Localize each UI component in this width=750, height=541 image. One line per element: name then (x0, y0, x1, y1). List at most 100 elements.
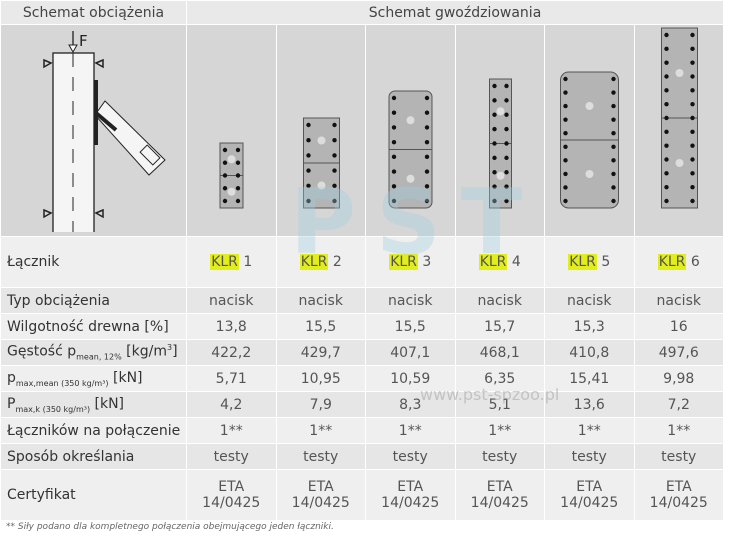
bolt-hole (406, 174, 415, 183)
label-count: Łączników na połączenie (0, 417, 187, 444)
cert-line: 14/0425 (381, 495, 440, 511)
label-load: Typ obciążenia (0, 287, 187, 314)
nail-hole (391, 110, 397, 115)
cert-line: ETA (397, 479, 424, 495)
plate-klr5 (544, 24, 635, 237)
nail-hole (663, 32, 669, 38)
nail-hole (663, 46, 669, 52)
nail-hole (305, 122, 311, 128)
bolt-hole (675, 69, 683, 77)
nail-hole (503, 198, 509, 204)
nail-hole (689, 101, 695, 107)
row-method: Sposób określania testy testy testy testy tes… (0, 443, 725, 470)
nail-hole (305, 168, 311, 173)
nail-hole (331, 153, 337, 158)
nail-hole (663, 198, 669, 204)
cell-density: 429,7 (275, 339, 366, 366)
bolt-hole (675, 159, 683, 167)
cert-line: ETA (218, 479, 245, 495)
label-cert: Certyfikat (0, 469, 187, 521)
cert-line: ETA (576, 479, 603, 495)
cell-pmean: 15,41 (544, 365, 635, 392)
cell-method: testy (365, 443, 456, 470)
row-count: Łączników na połączenie 1** 1** 1** 1** 1** 1*… (0, 417, 725, 444)
cell-method: testy (633, 443, 725, 470)
plate-klr3 (365, 24, 456, 237)
nail-hole (689, 129, 695, 135)
bolt-hole (317, 181, 325, 190)
nail-hole (689, 88, 695, 93)
nail-hole (424, 169, 430, 174)
nail-hole (663, 184, 669, 190)
nail-hole (689, 198, 695, 204)
row-moisture: Wilgotność drewna [%] 13,8 15,5 15,5 15,7 15,… (0, 313, 725, 340)
bolt-hole (406, 116, 415, 125)
cell-moisture: 15,7 (454, 313, 545, 340)
nail-hole (503, 184, 509, 189)
nail-hole (563, 185, 568, 190)
nail-hole (331, 168, 337, 173)
nail-hole (663, 88, 669, 93)
load-scheme-diagram: F (0, 24, 187, 237)
nail-hole (391, 169, 397, 174)
nail-hole (235, 147, 241, 153)
cell-method: testy (544, 443, 635, 470)
cell-cert: ETA 14/0425 (275, 469, 366, 521)
nail-hole (663, 74, 669, 79)
bolt-hole (227, 155, 236, 164)
bolt-hole (496, 107, 504, 116)
plate-klr2 (275, 24, 366, 237)
cell-load: nacisk (633, 287, 725, 314)
plate-klr4 (454, 24, 545, 237)
nail-hole (424, 125, 430, 130)
cert-line: 14/0425 (470, 495, 529, 511)
nail-hole (689, 74, 695, 79)
nail-hole (689, 184, 695, 190)
connector-name: KLR 1 (186, 236, 277, 288)
nail-hole (491, 83, 497, 89)
connector-name: KLR 4 (454, 236, 545, 288)
cell-count: 1** (633, 417, 725, 444)
bolt-hole (585, 102, 594, 110)
row-pk: Pmax,k (350 kg/m³) [kN] 4,2 7,9 8,3 5,1 13,6 7… (0, 391, 725, 418)
cell-moisture: 15,3 (544, 313, 635, 340)
nail-hole (491, 98, 497, 103)
bolt-hole (227, 187, 236, 196)
nail-hole (391, 154, 397, 160)
nail-hole (391, 184, 397, 189)
cell-pk: 5,1 (454, 391, 545, 418)
cert-line: ETA (486, 479, 513, 495)
nail-hole (563, 144, 568, 149)
cert-line: 14/0425 (560, 495, 619, 511)
cell-moisture: 16 (633, 313, 725, 340)
row-pmean: pmax,mean (350 kg/m³) [kN] 5,71 10,95 10,59… (0, 365, 725, 392)
nail-hole (235, 186, 241, 191)
nail-hole (563, 158, 568, 163)
cell-moisture: 13,8 (186, 313, 277, 340)
nail-hole (611, 158, 616, 163)
nail-hole (331, 138, 337, 143)
nail-hole (391, 95, 397, 101)
label-connector: Łącznik (0, 236, 187, 288)
plate-klr6 (633, 24, 725, 237)
cell-count: 1** (186, 417, 277, 444)
cell-pk: 13,6 (544, 391, 635, 418)
nail-hole (235, 198, 241, 204)
cell-count: 1** (454, 417, 545, 444)
bolt-hole (317, 136, 325, 145)
cell-pk: 8,3 (365, 391, 456, 418)
cell-pk: 4,2 (186, 391, 277, 418)
cell-density: 468,1 (454, 339, 545, 366)
cell-load: nacisk (454, 287, 545, 314)
cert-line: 14/0425 (291, 495, 350, 511)
connector-name: KLR 2 (275, 236, 366, 288)
nail-hole (222, 173, 228, 178)
cell-method: testy (454, 443, 545, 470)
cell-pmean: 10,95 (275, 365, 366, 392)
nail-hole (611, 171, 616, 177)
cell-load: nacisk (544, 287, 635, 314)
row-cert: Certyfikat ETA 14/0425 ETA 14/0425 ETA 14/0425… (0, 469, 725, 521)
nail-hole (663, 171, 669, 176)
nail-hole (689, 60, 695, 65)
bolt-hole (496, 171, 504, 180)
